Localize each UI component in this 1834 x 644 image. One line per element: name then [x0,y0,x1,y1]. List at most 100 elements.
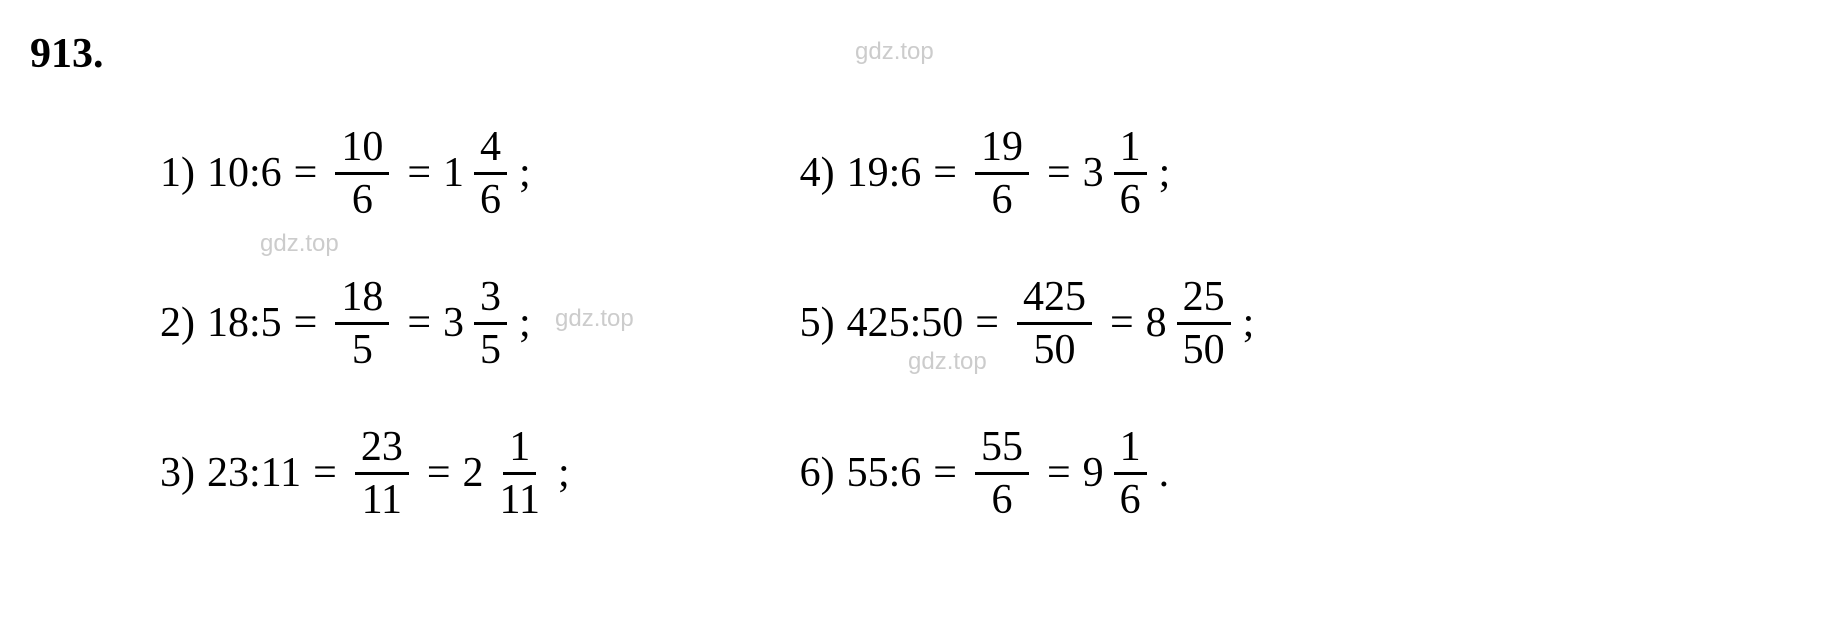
divisor: 11 [261,450,301,496]
mixed-denominator: 5 [474,325,507,371]
fraction-denominator: 6 [985,175,1018,221]
divisor: 5 [261,300,282,346]
mixed-numerator: 25 [1177,276,1231,325]
fraction-numerator: 55 [975,426,1029,475]
equals-sign: = [407,299,431,347]
mixed-number: 3 1 6 [1083,126,1153,221]
mixed-number: 9 1 6 [1083,426,1153,521]
equals-sign: = [975,299,999,347]
mixed-fraction: 1 6 [1114,126,1147,221]
mixed-numerator: 1 [1114,126,1147,175]
dividend: 425 [847,300,910,346]
mixed-denominator: 50 [1177,325,1231,371]
equals-sign: = [1047,149,1071,197]
dividend: 19 [847,150,889,196]
fraction-denominator: 11 [356,475,408,521]
whole-part: 1 [443,149,464,197]
terminator: . [1159,449,1170,497]
division-expr: 425:50 [847,299,964,347]
fraction: 10 6 [335,126,389,221]
equation-row: 4) 19:6 = 19 6 = 3 1 6 ; [800,128,1255,218]
whole-part: 9 [1083,449,1104,497]
mixed-number: 3 3 5 [443,276,513,371]
fraction-numerator: 10 [335,126,389,175]
mixed-number: 1 4 6 [443,126,513,221]
equation-row: 3) 23:11 = 23 11 = 2 1 11 ; [160,428,570,518]
mixed-fraction: 4 6 [474,126,507,221]
terminator: ; [519,149,531,197]
mixed-denominator: 6 [474,175,507,221]
divisor: 50 [921,300,963,346]
division-expr: 23:11 [207,449,301,497]
division-expr: 55:6 [847,449,922,497]
terminator: ; [1243,299,1255,347]
item-number: 1) [160,149,195,197]
equals-sign: = [313,449,337,497]
fraction-denominator: 5 [346,325,379,371]
terminator: ; [519,299,531,347]
equals-sign: = [933,449,957,497]
equals-sign: = [1110,299,1134,347]
equals-sign: = [294,299,318,347]
mixed-fraction: 25 50 [1177,276,1231,371]
division-expr: 10:6 [207,149,282,197]
divisor: 6 [900,450,921,496]
fraction-numerator: 23 [355,426,409,475]
equation-row: 5) 425:50 = 425 50 = 8 25 50 ; [800,278,1255,368]
mixed-denominator: 11 [494,475,546,521]
mixed-numerator: 1 [1114,426,1147,475]
equation-row: 6) 55:6 = 55 6 = 9 1 6 . [800,428,1255,518]
fraction: 23 11 [355,426,409,521]
item-number: 3) [160,449,195,497]
mixed-fraction: 1 11 [494,426,546,521]
item-number: 4) [800,149,835,197]
equals-sign: = [427,449,451,497]
item-number: 2) [160,299,195,347]
division-expr: 19:6 [847,149,922,197]
left-column: 1) 10:6 = 10 6 = 1 4 6 ; 2) 18:5 = 18 [160,128,570,518]
terminator: ; [1159,149,1171,197]
whole-part: 2 [463,449,484,497]
whole-part: 3 [443,299,464,347]
divisor: 6 [261,150,282,196]
mixed-denominator: 6 [1114,475,1147,521]
equation-columns: 1) 10:6 = 10 6 = 1 4 6 ; 2) 18:5 = 18 [30,128,1804,518]
terminator: ; [558,449,570,497]
equals-sign: = [407,149,431,197]
dividend: 10 [207,150,249,196]
mixed-denominator: 6 [1114,175,1147,221]
dividend: 23 [207,450,249,496]
fraction: 19 6 [975,126,1029,221]
fraction-numerator: 18 [335,276,389,325]
fraction-denominator: 6 [346,175,379,221]
fraction-denominator: 6 [985,475,1018,521]
equation-row: 2) 18:5 = 18 5 = 3 3 5 ; [160,278,570,368]
item-number: 5) [800,299,835,347]
item-number: 6) [800,449,835,497]
division-expr: 18:5 [207,299,282,347]
dividend: 18 [207,300,249,346]
equation-row: 1) 10:6 = 10 6 = 1 4 6 ; [160,128,570,218]
mixed-number: 8 25 50 [1146,276,1237,371]
fraction-denominator: 50 [1027,325,1081,371]
whole-part: 3 [1083,149,1104,197]
mixed-numerator: 1 [503,426,536,475]
mixed-fraction: 1 6 [1114,426,1147,521]
fraction-numerator: 19 [975,126,1029,175]
mixed-numerator: 3 [474,276,507,325]
divisor: 6 [900,150,921,196]
fraction-numerator: 425 [1017,276,1092,325]
right-column: 4) 19:6 = 19 6 = 3 1 6 ; 5) 425:50 = 425 [800,128,1255,518]
mixed-number: 2 1 11 [463,426,552,521]
fraction: 55 6 [975,426,1029,521]
fraction: 425 50 [1017,276,1092,371]
equals-sign: = [294,149,318,197]
equals-sign: = [1047,449,1071,497]
problem-number: 913. [30,30,1804,78]
mixed-fraction: 3 5 [474,276,507,371]
dividend: 55 [847,450,889,496]
fraction: 18 5 [335,276,389,371]
equals-sign: = [933,149,957,197]
whole-part: 8 [1146,299,1167,347]
mixed-numerator: 4 [474,126,507,175]
